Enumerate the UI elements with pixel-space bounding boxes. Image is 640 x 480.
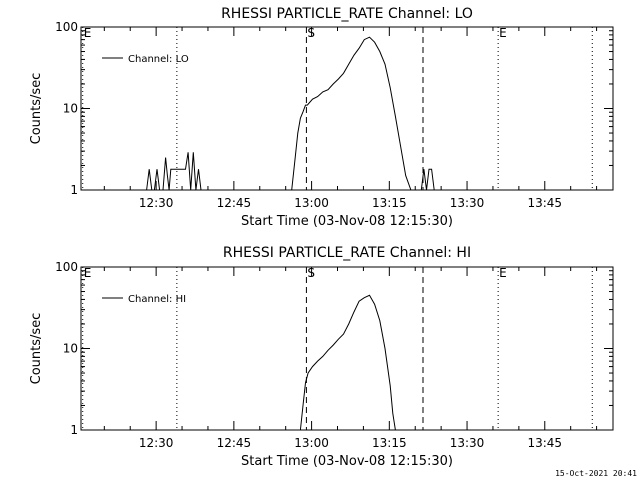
panel-2-ylabel: Counts/sec bbox=[29, 313, 44, 385]
panel-2-marker-label: E bbox=[499, 266, 507, 280]
panel-1-ylabel: Counts/sec bbox=[29, 73, 44, 145]
panel-2-xtick-label: 12:30 bbox=[139, 436, 174, 450]
panel-1-ytick-label: 10 bbox=[63, 102, 78, 116]
panel-1-xtick-label: 13:45 bbox=[527, 196, 562, 210]
panel-2-marker-label: S bbox=[307, 266, 315, 280]
panel-2-ytick-label: 10 bbox=[63, 342, 78, 356]
panel-2-marker-label: E bbox=[84, 266, 92, 280]
timestamp: 15-Oct-2021 20:41 bbox=[555, 469, 637, 478]
panel-1-marker-label: E bbox=[84, 26, 92, 40]
panel-2-xlabel: Start Time (03-Nov-08 12:15:30) bbox=[241, 454, 453, 469]
panel-2-series-line bbox=[299, 294, 396, 431]
panel-2-xtick-label: 13:15 bbox=[372, 436, 407, 450]
panel-1-xtick-label: 13:15 bbox=[372, 196, 407, 210]
panel-1-title: RHESSI PARTICLE_RATE Channel: LO bbox=[221, 6, 473, 22]
panel-1-marker-label: E bbox=[499, 26, 507, 40]
panel-1-xlabel: Start Time (03-Nov-08 12:15:30) bbox=[241, 214, 453, 229]
panel-1-ytick-label: 100 bbox=[55, 20, 78, 34]
panel-1-ytick-label: 1 bbox=[70, 183, 78, 197]
panel-2-xtick-label: 13:00 bbox=[294, 436, 329, 450]
panel-2-ytick-label: 100 bbox=[55, 260, 78, 274]
panel-2-xtick-label: 12:45 bbox=[217, 436, 252, 450]
panel-1-xtick-label: 13:30 bbox=[450, 196, 485, 210]
panel-2-xtick-label: 13:45 bbox=[527, 436, 562, 450]
panel-2-legend-label: Channel: HI bbox=[128, 294, 186, 305]
panel-2-xtick-label: 13:30 bbox=[450, 436, 485, 450]
panel-1-series-line bbox=[146, 36, 440, 191]
panel-1-xtick-label: 12:30 bbox=[139, 196, 174, 210]
panel-2-title: RHESSI PARTICLE_RATE Channel: HI bbox=[223, 245, 471, 261]
panel-2-ytick-label: 1 bbox=[70, 423, 78, 437]
panel-1-marker-label: S bbox=[307, 26, 315, 40]
panel-1-legend-label: Channel: LO bbox=[128, 54, 189, 65]
panel-1-xtick-label: 12:45 bbox=[217, 196, 252, 210]
panel-1-xtick-label: 13:00 bbox=[294, 196, 329, 210]
